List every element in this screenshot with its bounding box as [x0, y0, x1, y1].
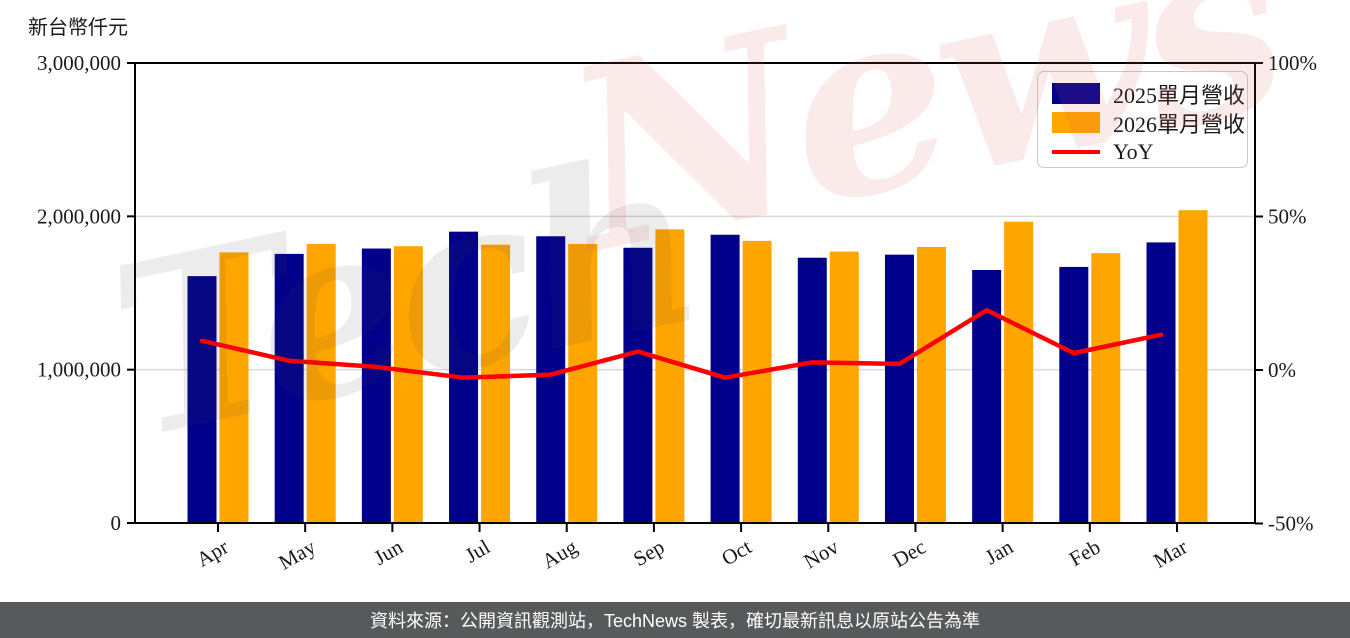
bar-2025-apr: [187, 276, 217, 523]
bar-2026-jun: [393, 246, 423, 523]
bar-2025-nov: [797, 257, 827, 523]
plot-border: [134, 62, 1256, 524]
legend-swatch-yoy-line: [1052, 149, 1100, 154]
right-tick-label: 50%: [1268, 205, 1307, 229]
bar-2026-apr: [219, 252, 249, 523]
legend-label-2025: 2025單月營收: [1113, 82, 1246, 108]
bar-2026-mar: [1178, 210, 1208, 523]
right-tick-label: 0%: [1268, 358, 1296, 382]
right-tick-label: -50%: [1268, 512, 1314, 536]
bar-2025-dec: [884, 254, 914, 523]
bar-2025-feb: [1059, 266, 1089, 523]
x-tick-label-aug: Aug: [538, 534, 582, 573]
yoy-line: [199, 307, 1164, 380]
bar-2026-nov: [829, 251, 859, 523]
bar-2026-jan: [1004, 221, 1034, 523]
x-tick-label-jul: Jul: [461, 534, 494, 567]
bar-2026-oct: [742, 240, 772, 523]
bar-2026-feb: [1091, 253, 1121, 523]
x-tick-label-feb: Feb: [1065, 535, 1104, 572]
legend-item-yoy: YoY: [1052, 137, 1247, 166]
x-tick-label-mar: Mar: [1149, 535, 1191, 573]
legend-item-2025: 2025單月營收: [1052, 79, 1247, 108]
x-tick-label-nov: Nov: [799, 534, 843, 573]
bar-2025-aug: [536, 236, 566, 523]
bar-2025-may: [274, 253, 304, 523]
bar-2026-jul: [481, 244, 511, 523]
x-tick-label-sep: Sep: [629, 535, 668, 572]
right-tick-label: 100%: [1268, 51, 1317, 75]
legend-label-2026: 2026單月營收: [1113, 111, 1246, 137]
y-axis-unit-label: 新台幣仟元: [28, 17, 128, 39]
legend-swatch-2025: [1052, 83, 1100, 104]
bar-2026-aug: [568, 243, 598, 523]
bar-2026-sep: [655, 229, 685, 523]
legend-label-yoy: YoY: [1113, 138, 1154, 164]
bar-2025-mar: [1146, 242, 1176, 523]
x-tick-label-may: May: [274, 534, 320, 574]
left-tick-label: 0: [111, 511, 122, 535]
x-tick-label-oct: Oct: [717, 534, 755, 570]
bar-2025-sep: [623, 247, 653, 523]
footer-source-text: 資料來源：公開資訊觀測站，TechNews 製表，確切最新訊息以原站公告為準: [369, 611, 981, 631]
legend-item-2026: 2026單月營收: [1052, 108, 1247, 137]
x-tick-label-jun: Jun: [370, 534, 408, 570]
bar-2025-jun: [361, 248, 391, 524]
left-tick-label: 2,000,000: [37, 204, 121, 228]
x-tick-label-apr: Apr: [192, 535, 232, 572]
legend: 2025單月營收 2026單月營收 YoY: [1037, 71, 1248, 168]
left-tick-label: 3,000,000: [37, 51, 121, 75]
bar-2026-may: [306, 243, 336, 523]
left-tick-label: 1,000,000: [37, 358, 121, 382]
x-tick-label-jan: Jan: [981, 534, 1018, 569]
footer-source-bar: 資料來源：公開資訊觀測站，TechNews 製表，確切最新訊息以原站公告為準: [0, 602, 1350, 638]
x-tick-label-dec: Dec: [889, 535, 930, 573]
bar-2026-dec: [916, 247, 946, 523]
legend-swatch-2026: [1052, 112, 1100, 133]
